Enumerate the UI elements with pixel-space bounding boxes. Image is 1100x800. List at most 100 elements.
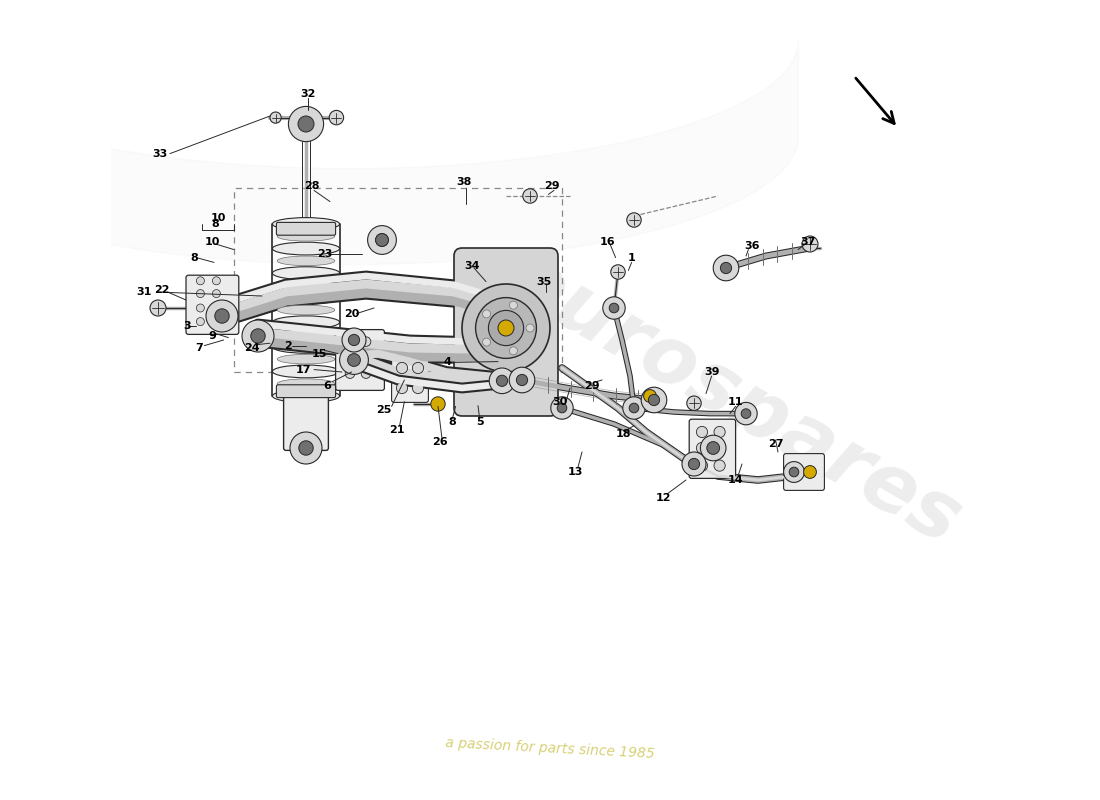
Circle shape xyxy=(345,369,355,378)
Circle shape xyxy=(526,324,534,332)
Circle shape xyxy=(720,262,732,274)
FancyBboxPatch shape xyxy=(690,419,736,478)
Text: 16: 16 xyxy=(600,237,615,246)
Circle shape xyxy=(349,334,360,346)
FancyBboxPatch shape xyxy=(336,330,384,390)
FancyBboxPatch shape xyxy=(186,275,239,334)
Circle shape xyxy=(348,354,361,366)
Circle shape xyxy=(290,432,322,464)
Circle shape xyxy=(206,300,238,332)
Text: 14: 14 xyxy=(728,475,744,485)
Circle shape xyxy=(610,265,625,279)
Circle shape xyxy=(509,367,535,393)
Text: 6: 6 xyxy=(323,381,331,390)
Circle shape xyxy=(623,397,646,419)
Circle shape xyxy=(197,290,205,298)
Circle shape xyxy=(412,362,424,374)
Circle shape xyxy=(558,403,566,413)
Ellipse shape xyxy=(273,365,340,378)
Circle shape xyxy=(789,467,799,477)
Circle shape xyxy=(345,337,355,346)
Circle shape xyxy=(648,394,660,406)
FancyBboxPatch shape xyxy=(276,222,336,235)
Text: 24: 24 xyxy=(244,343,261,353)
Circle shape xyxy=(483,310,491,318)
Circle shape xyxy=(609,303,619,313)
Ellipse shape xyxy=(273,266,340,279)
Circle shape xyxy=(150,300,166,316)
Circle shape xyxy=(340,346,368,374)
Ellipse shape xyxy=(277,231,334,241)
Circle shape xyxy=(522,189,537,203)
FancyBboxPatch shape xyxy=(276,385,336,398)
Circle shape xyxy=(361,369,371,378)
Ellipse shape xyxy=(273,316,340,329)
Circle shape xyxy=(462,284,550,372)
Text: 31: 31 xyxy=(136,287,152,297)
Text: 10: 10 xyxy=(205,237,220,246)
Text: 12: 12 xyxy=(656,493,671,502)
Circle shape xyxy=(802,236,818,252)
Circle shape xyxy=(496,375,507,386)
Text: 11: 11 xyxy=(728,397,744,406)
Circle shape xyxy=(298,116,314,132)
Circle shape xyxy=(627,213,641,227)
FancyBboxPatch shape xyxy=(454,248,558,416)
Text: 17: 17 xyxy=(296,365,311,374)
Text: 22: 22 xyxy=(154,285,169,294)
Text: 13: 13 xyxy=(568,467,583,477)
Circle shape xyxy=(197,277,205,285)
Text: 33: 33 xyxy=(153,149,168,158)
Text: 37: 37 xyxy=(800,237,815,246)
Text: a passion for parts since 1985: a passion for parts since 1985 xyxy=(446,735,654,761)
Ellipse shape xyxy=(277,354,334,364)
Circle shape xyxy=(707,442,719,454)
Circle shape xyxy=(475,298,537,358)
FancyBboxPatch shape xyxy=(284,386,329,450)
Circle shape xyxy=(299,441,314,455)
Text: 8: 8 xyxy=(190,253,198,262)
Text: 26: 26 xyxy=(432,438,448,447)
Text: 9: 9 xyxy=(209,331,217,341)
Circle shape xyxy=(483,338,491,346)
Circle shape xyxy=(701,435,726,461)
Text: 23: 23 xyxy=(317,250,332,259)
Circle shape xyxy=(509,301,517,309)
Text: 30: 30 xyxy=(552,397,568,406)
Circle shape xyxy=(212,277,220,285)
Circle shape xyxy=(629,403,639,413)
Circle shape xyxy=(212,318,220,326)
Circle shape xyxy=(361,353,371,362)
Circle shape xyxy=(345,353,355,362)
Circle shape xyxy=(396,362,408,374)
Text: 2: 2 xyxy=(284,341,292,350)
Circle shape xyxy=(741,409,751,418)
Circle shape xyxy=(682,452,706,476)
Text: 3: 3 xyxy=(183,322,190,331)
Circle shape xyxy=(251,329,265,343)
Text: 25: 25 xyxy=(376,405,392,414)
Ellipse shape xyxy=(277,256,334,266)
Circle shape xyxy=(516,374,528,386)
Circle shape xyxy=(342,328,366,352)
Circle shape xyxy=(367,226,396,254)
Text: 15: 15 xyxy=(312,349,328,358)
Text: 38: 38 xyxy=(455,178,471,187)
Circle shape xyxy=(783,462,804,482)
Ellipse shape xyxy=(273,291,340,304)
Text: 29: 29 xyxy=(584,381,600,390)
Circle shape xyxy=(641,387,667,413)
Ellipse shape xyxy=(273,341,340,354)
Text: 5: 5 xyxy=(476,418,483,427)
Text: 4: 4 xyxy=(443,358,451,367)
Circle shape xyxy=(396,382,408,394)
Circle shape xyxy=(270,112,282,123)
Text: 28: 28 xyxy=(304,181,319,190)
Circle shape xyxy=(714,426,725,438)
Text: 35: 35 xyxy=(536,277,551,286)
Text: 32: 32 xyxy=(300,90,316,99)
Text: 8: 8 xyxy=(449,418,456,427)
Text: 34: 34 xyxy=(464,261,480,270)
Text: 29: 29 xyxy=(543,181,560,190)
Circle shape xyxy=(696,442,707,454)
